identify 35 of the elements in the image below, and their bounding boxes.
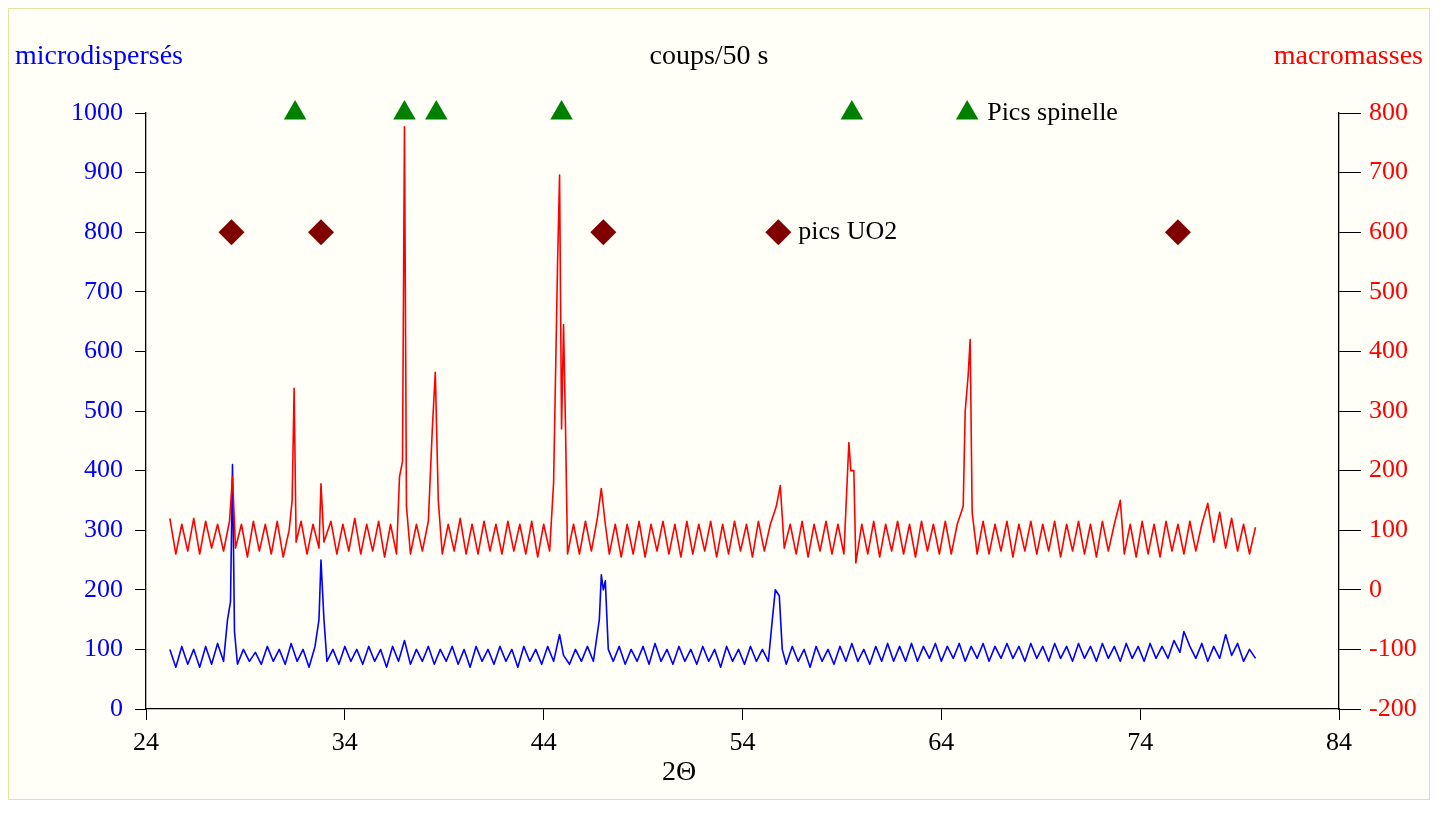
y-tick-label: 900 <box>84 156 123 186</box>
y-tick-label: 0 <box>110 692 123 722</box>
y2-axis-title: macromasses <box>1273 39 1423 71</box>
y-tick-label: 800 <box>84 216 123 246</box>
y2-tick-label: -200 <box>1369 692 1417 722</box>
y-tick-label: 400 <box>84 454 123 484</box>
y-tick-label: 200 <box>84 573 123 603</box>
y-axis-title: microdispersés <box>15 39 183 71</box>
y2-tick-label: 200 <box>1369 454 1408 484</box>
y-tick-label: 300 <box>84 514 123 544</box>
y-tick-label: 700 <box>84 275 123 305</box>
x-tick-label: 84 <box>1326 727 1352 757</box>
y2-tick-label: 300 <box>1369 394 1408 424</box>
x-tick-label: 74 <box>1127 727 1154 757</box>
y2-tick-label: 600 <box>1369 216 1408 246</box>
annotation: Pics spinelle <box>987 96 1118 126</box>
y-tick-label: 600 <box>84 335 123 365</box>
chart-title: coups/50 s <box>649 39 769 70</box>
y2-tick-label: 400 <box>1369 335 1408 365</box>
y2-tick-label: -100 <box>1369 633 1417 663</box>
y2-tick-label: 500 <box>1369 275 1408 305</box>
x-tick-label: 64 <box>928 727 955 757</box>
x-tick-label: 54 <box>729 727 756 757</box>
y2-tick-label: 800 <box>1369 96 1408 126</box>
x-axis-title: 2Θ <box>660 755 698 787</box>
y2-tick-label: 0 <box>1369 573 1382 603</box>
y-tick-label: 500 <box>84 394 123 424</box>
y-tick-label: 100 <box>84 633 123 663</box>
y2-tick-label: 700 <box>1369 156 1408 186</box>
x-tick-label: 24 <box>133 727 159 757</box>
y2-tick-label: 100 <box>1369 514 1408 544</box>
y-tick-label: 1000 <box>71 96 123 126</box>
x-tick-label: 44 <box>530 727 557 757</box>
x-tick-label: 34 <box>331 727 358 757</box>
annotation: pics UO2 <box>798 216 898 246</box>
